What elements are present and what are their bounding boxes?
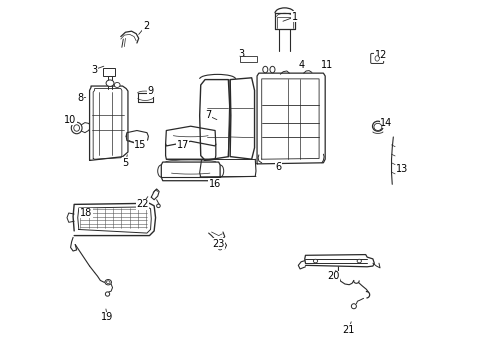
Text: 10: 10 bbox=[64, 115, 77, 125]
Ellipse shape bbox=[114, 82, 120, 87]
Ellipse shape bbox=[262, 66, 267, 73]
Ellipse shape bbox=[374, 56, 379, 61]
Ellipse shape bbox=[106, 281, 110, 284]
Ellipse shape bbox=[351, 304, 356, 309]
Ellipse shape bbox=[106, 80, 114, 86]
Text: 23: 23 bbox=[212, 239, 224, 249]
Ellipse shape bbox=[269, 66, 274, 73]
Text: 16: 16 bbox=[208, 179, 221, 189]
Text: 8: 8 bbox=[77, 93, 83, 103]
Text: 2: 2 bbox=[142, 21, 149, 31]
Text: 6: 6 bbox=[275, 162, 281, 172]
Text: 12: 12 bbox=[374, 50, 386, 60]
FancyBboxPatch shape bbox=[240, 55, 256, 62]
FancyBboxPatch shape bbox=[370, 53, 383, 63]
Text: 1: 1 bbox=[291, 12, 297, 22]
Text: 4: 4 bbox=[298, 60, 305, 70]
Ellipse shape bbox=[356, 259, 361, 263]
Text: 11: 11 bbox=[320, 60, 332, 70]
Text: 3: 3 bbox=[237, 49, 244, 59]
Text: 18: 18 bbox=[80, 208, 92, 218]
Text: 13: 13 bbox=[395, 164, 407, 174]
Text: 21: 21 bbox=[342, 325, 354, 335]
Ellipse shape bbox=[373, 123, 381, 131]
Text: 19: 19 bbox=[101, 312, 113, 322]
Text: 14: 14 bbox=[379, 118, 391, 128]
Text: 7: 7 bbox=[204, 111, 211, 121]
Ellipse shape bbox=[105, 279, 111, 285]
Text: 9: 9 bbox=[147, 86, 153, 96]
Text: 3: 3 bbox=[91, 64, 98, 75]
Text: 5: 5 bbox=[122, 158, 128, 168]
Ellipse shape bbox=[218, 246, 222, 250]
Ellipse shape bbox=[372, 121, 383, 131]
FancyBboxPatch shape bbox=[103, 68, 115, 76]
Ellipse shape bbox=[74, 125, 80, 131]
Text: 15: 15 bbox=[134, 140, 146, 150]
Ellipse shape bbox=[105, 292, 109, 296]
Ellipse shape bbox=[71, 122, 82, 134]
Text: 20: 20 bbox=[326, 271, 339, 281]
Text: 22: 22 bbox=[136, 199, 148, 210]
Ellipse shape bbox=[313, 259, 317, 263]
Text: 17: 17 bbox=[176, 140, 189, 150]
